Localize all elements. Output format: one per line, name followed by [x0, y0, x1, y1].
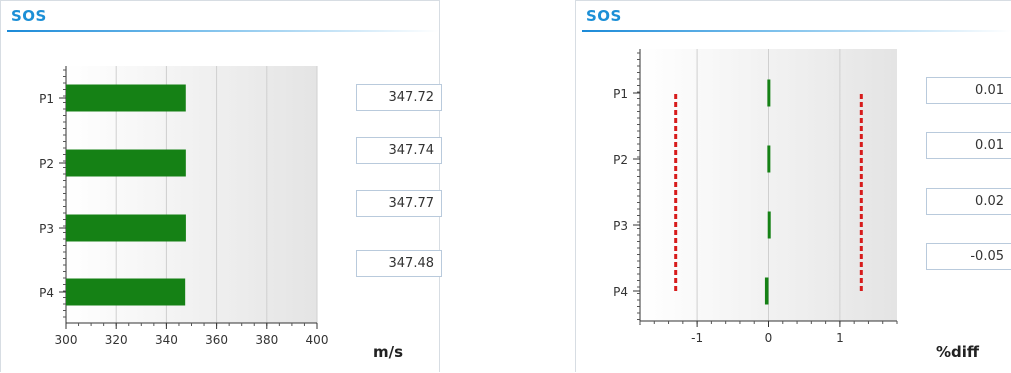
sos-bar-chart: 300 320 340 360 380 400 P1 P2 P3 P4: [39, 66, 329, 347]
value-box: 0.02: [926, 188, 1011, 215]
bar: [767, 79, 771, 107]
bar: [767, 211, 771, 239]
bar: [767, 145, 771, 173]
x-tick-label: 0: [765, 331, 773, 345]
x-axis-unit: m/s: [373, 343, 404, 361]
x-tick-label: 360: [205, 333, 228, 347]
category-label: P2: [613, 153, 628, 167]
bar: [764, 277, 769, 305]
bar: [66, 278, 186, 306]
category-label: P1: [613, 87, 628, 101]
category-label: P4: [613, 285, 628, 299]
panel-title: SOS: [586, 7, 622, 25]
x-tick-label: 1: [836, 331, 844, 345]
x-axis-unit: %diff: [936, 343, 980, 361]
sos-panel-left: SOS 300 320 340 360 380 400 P1 P2 P3 P4 m/s 347.7…: [0, 0, 442, 372]
bar: [66, 84, 186, 112]
title-underline: [582, 30, 1011, 32]
x-tick-label: -1: [691, 331, 703, 345]
category-label: P3: [613, 219, 628, 233]
category-label: P2: [39, 157, 54, 171]
x-tick-label: 380: [255, 333, 278, 347]
panel-title: SOS: [11, 7, 47, 25]
x-tick-label: 340: [155, 333, 178, 347]
category-label: P1: [39, 92, 54, 106]
value-box: 347.72: [356, 84, 442, 111]
value-box: 347.48: [356, 250, 442, 277]
value-box: 0.01: [926, 132, 1011, 159]
sos-panel-right: SOS -1 0 1 P1 P2 P3 P4 %diff 0.01 0.01 0.02 -0.05: [575, 0, 1011, 372]
bar: [66, 149, 186, 177]
value-box: 0.01: [926, 77, 1011, 104]
value-box: 347.77: [356, 190, 442, 217]
bar: [66, 214, 186, 242]
x-tick-label: 300: [55, 333, 78, 347]
title-underline: [7, 30, 439, 32]
value-box: 347.74: [356, 137, 442, 164]
category-label: P4: [39, 286, 54, 300]
category-label: P3: [39, 222, 54, 236]
sos-diff-chart: -1 0 1 P1 P2 P3 P4: [613, 49, 898, 345]
x-tick-label: 400: [306, 333, 329, 347]
x-tick-label: 320: [105, 333, 128, 347]
value-box: -0.05: [926, 243, 1011, 270]
